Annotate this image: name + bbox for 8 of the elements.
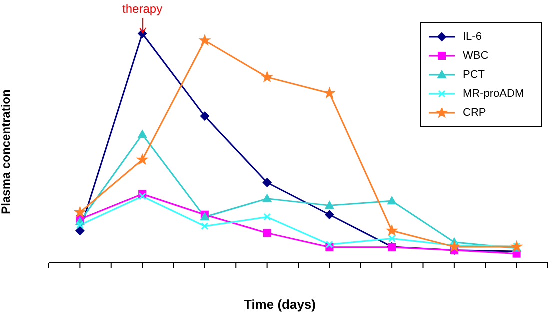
legend-label: CRP (463, 106, 488, 118)
x-axis-title: Time (days) (242, 297, 317, 312)
y-axis-title: Plasma concentration (0, 89, 13, 214)
legend-label: WBC (463, 50, 490, 62)
legend-label: MR-proADM (463, 88, 526, 100)
text: therapy (122, 2, 164, 16)
legend-label: IL-6 (463, 30, 483, 42)
legend-label: PCT (463, 68, 486, 80)
